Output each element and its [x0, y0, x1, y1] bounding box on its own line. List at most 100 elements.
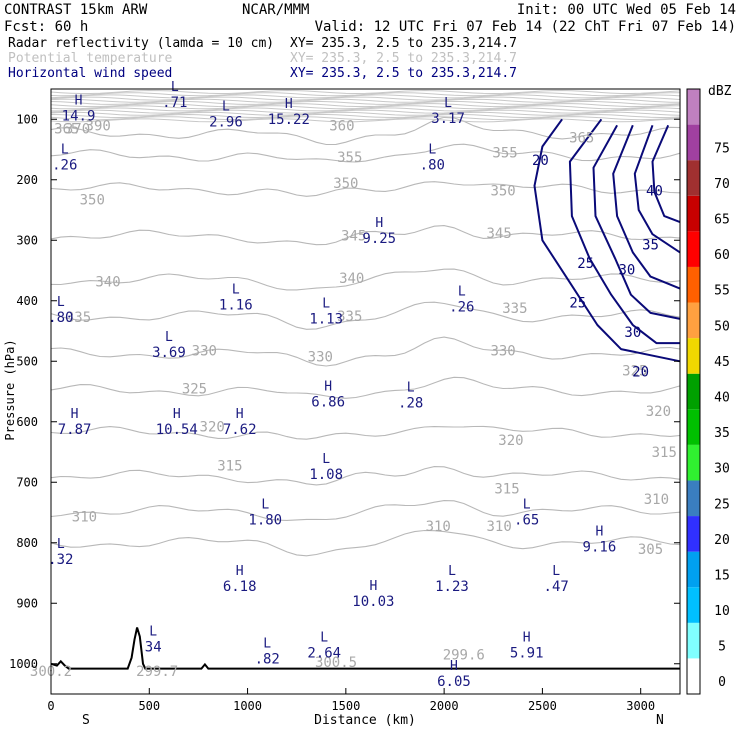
init-time: Init: 00 UTC Wed 05 Feb 14 — [517, 2, 736, 18]
extremum-value: 15.22 — [268, 112, 310, 128]
extremum-value: 1.23 — [435, 579, 469, 595]
y-tick-label: 600 — [16, 415, 38, 429]
source-label: NCAR/MMM — [242, 2, 309, 18]
theta-label: 310 — [426, 519, 451, 535]
extremum-marker: H — [71, 407, 79, 422]
theta-line-310 — [50, 500, 681, 521]
extremum-marker: H — [523, 631, 531, 646]
wind-label: 30 — [624, 325, 641, 341]
theta-label: 299.6 — [443, 648, 485, 664]
colorbar-label: 75 — [714, 141, 730, 156]
theta-line-305 — [50, 529, 681, 557]
colorbar-label: 55 — [714, 284, 730, 299]
theta-label: 315 — [652, 445, 677, 461]
theta-label: 330 — [490, 343, 515, 359]
colorbar-frame — [686, 88, 701, 695]
colorbar-title: dBZ — [708, 84, 732, 99]
theta-label: 330 — [192, 343, 217, 359]
colorbar-swatch — [687, 89, 700, 125]
theta-label: 325 — [622, 363, 647, 379]
y-tick-label: 900 — [16, 596, 38, 610]
extremum-marker: L — [57, 295, 65, 310]
y-tick-label: 100 — [16, 112, 38, 126]
forecast-hour: Fcst: 60 h — [4, 19, 88, 35]
theta-line-315 — [50, 466, 681, 486]
theta-line-325 — [50, 376, 681, 399]
colorbar-swatch — [687, 409, 700, 445]
theta-line-340 — [50, 268, 681, 291]
theta-line-strat — [50, 98, 680, 103]
wind-isotach — [568, 118, 680, 345]
theta-label: 360 — [329, 118, 354, 134]
extrema-labels: H14.9L.71 L2.96H15.22L3.17L.26L.80H9.25L1… — [48, 80, 616, 690]
extremum-marker: L — [232, 283, 240, 298]
extremum-marker: L — [523, 498, 531, 513]
theta-line-strat — [50, 111, 681, 116]
model-title: CONTRAST 15km ARW — [4, 2, 148, 18]
terrain-line — [50, 627, 680, 670]
extremum-value: 34 — [145, 640, 162, 656]
colorbar-label: 30 — [714, 462, 730, 477]
colorbar-swatch — [687, 587, 700, 623]
extremum-value: 7.87 — [58, 422, 92, 438]
theta-line-360 — [50, 116, 681, 146]
colorbar-swatch — [687, 231, 700, 267]
extremum-marker: L — [444, 96, 452, 111]
theta-label: 320 — [646, 404, 671, 420]
theta-line-strat — [50, 103, 681, 108]
colorbar-swatch — [687, 551, 700, 588]
theta-line-strat — [50, 94, 681, 99]
extremum-marker: H — [236, 407, 244, 422]
extremum-marker: L — [57, 537, 65, 552]
x-tick-label: 2000 — [430, 699, 459, 713]
extremum-marker: H — [285, 97, 293, 112]
theta-line-320 — [50, 425, 681, 440]
extremum-marker: L — [171, 80, 179, 95]
theta-line-330 — [50, 336, 681, 367]
colorbar-label: 5 — [718, 640, 726, 655]
theta-label: 355 — [492, 146, 517, 162]
extremum-value: 7.62 — [223, 422, 257, 438]
colorbar-label: 10 — [714, 604, 730, 619]
y-tick-label: 700 — [16, 475, 38, 489]
theta-line-strat — [50, 113, 681, 119]
theta-label: 330 — [308, 349, 333, 365]
theta-label: 390 — [86, 118, 111, 134]
extremum-marker: L — [61, 142, 69, 157]
y-tick-label: 300 — [16, 233, 38, 247]
colorbar-swatch — [687, 658, 700, 694]
extremum-marker: H — [595, 525, 603, 540]
colorbar-label: 65 — [714, 213, 730, 228]
extremum-value: .47 — [544, 579, 569, 595]
theta-label: 350 — [333, 176, 358, 192]
colorbar-swatch — [687, 302, 700, 339]
extremum-value: 9.16 — [583, 540, 617, 556]
theta-label: 300.5 — [315, 655, 357, 671]
extremum-value: 14.9 — [62, 108, 96, 124]
extremum-value: 2.64 — [307, 646, 341, 662]
colorbar-label: 70 — [714, 177, 730, 192]
theta-label: 365 — [569, 130, 594, 146]
field-xy-wind: XY= 235.3, 2.5 to 235.3,214.7 — [290, 66, 517, 81]
extremum-marker: L — [149, 625, 157, 640]
wind-label: 20 — [532, 153, 549, 169]
colorbar-swatch — [687, 266, 700, 303]
extremum-value: .26 — [449, 300, 474, 316]
colorbar-swatch — [687, 160, 700, 196]
y-axis-title: Pressure (hPa) — [3, 339, 17, 440]
extremum-value: 9.25 — [362, 231, 396, 247]
extremum-marker: H — [75, 93, 83, 108]
extremum-marker: L — [448, 564, 456, 579]
extremum-marker: L — [322, 452, 330, 467]
x-tick-label: 500 — [138, 699, 160, 713]
y-tick-label: 400 — [16, 294, 38, 308]
field-name-theta: Potential temperature — [8, 51, 173, 66]
x-axis-title: Distance (km) — [314, 713, 416, 728]
extremum-marker: L — [322, 297, 330, 312]
theta-label: 315 — [217, 458, 242, 474]
wind-label: 30 — [618, 262, 635, 278]
extremum-marker: L — [222, 99, 230, 114]
colorbar-label: 20 — [714, 533, 730, 548]
extremum-value: .80 — [420, 157, 445, 173]
